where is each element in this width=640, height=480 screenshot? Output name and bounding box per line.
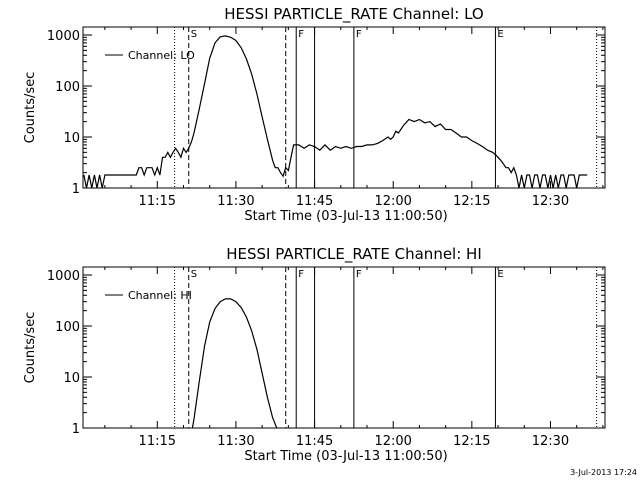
x-tick-label: 11:15 <box>139 194 176 209</box>
x-tick-label: 12:30 <box>532 194 569 209</box>
x-tick-label: 11:30 <box>217 434 254 449</box>
chart-panel-hi: HESSI PARTICLE_RATE Channel: HI 11:15 11:3… <box>23 245 606 464</box>
y-tick-label: 10 <box>63 371 80 386</box>
series-line <box>83 35 588 188</box>
marker-label: E <box>497 269 503 280</box>
y-tick-label: 100 <box>55 80 80 95</box>
chart-title: HESSI PARTICLE_RATE Channel: HI <box>226 245 482 264</box>
x-tick-label: 12:15 <box>453 434 490 449</box>
plot-frame <box>82 266 606 429</box>
x-tick-label: 11:45 <box>296 434 333 449</box>
x-axis-label: Start Time (03-Jul-13 11:00:50) <box>244 209 447 224</box>
y-tick-label: 10 <box>63 131 80 146</box>
legend-label: Channel: LO <box>128 49 195 62</box>
marker-label: F <box>298 29 304 40</box>
chart-title: HESSI PARTICLE_RATE Channel: LO <box>224 5 483 24</box>
legend-label: Channel: HI <box>128 289 192 302</box>
x-tick-label: 12:15 <box>453 194 490 209</box>
plot-frame <box>82 26 606 189</box>
y-axis-label: Counts/sec <box>23 312 38 384</box>
chart-panel-lo: HESSI PARTICLE_RATE Channel: LO 11:15 11:3… <box>23 5 606 224</box>
marker-label: E <box>497 29 503 40</box>
x-tick-label: 11:45 <box>296 194 333 209</box>
marker-label: F <box>298 269 304 280</box>
marker-label: F <box>356 29 362 40</box>
y-tick-label: 1000 <box>47 29 80 44</box>
x-tick-label: 12:00 <box>374 194 411 209</box>
y-tick-label: 1 <box>72 422 80 437</box>
x-tick-label: 11:15 <box>139 434 176 449</box>
x-tick-label: 12:30 <box>532 434 569 449</box>
x-axis-label: Start Time (03-Jul-13 11:00:50) <box>244 449 447 464</box>
x-tick-label: 11:30 <box>217 194 254 209</box>
y-tick-label: 100 <box>55 320 80 335</box>
x-tick-label: 12:00 <box>374 434 411 449</box>
series-line <box>191 298 278 428</box>
footer-timestamp: 3-Jul-2013 17:24 <box>570 468 637 477</box>
marker-label: F <box>356 269 362 280</box>
y-tick-label: 1000 <box>47 269 80 284</box>
marker-label: S <box>191 29 197 40</box>
marker-label: S <box>191 269 197 280</box>
y-axis-label: Counts/sec <box>23 72 38 144</box>
y-tick-label: 1 <box>72 182 80 197</box>
